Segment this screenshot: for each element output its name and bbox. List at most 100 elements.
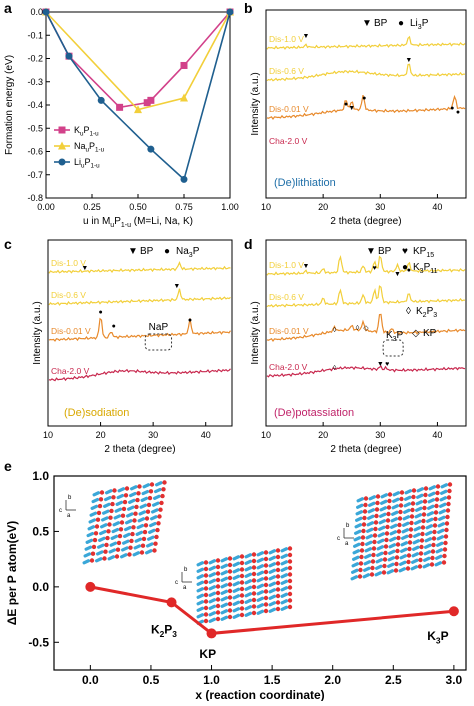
plot-frame — [47, 239, 233, 427]
panel-e: e 1.0 0.5 0.0 -0.5 0.0 0.5 1.0 1.5 2.0 2.5 3.0 x (r… — [0, 458, 474, 702]
series-line — [45, 11, 231, 109]
legend-kp-symbol: ◇ — [412, 328, 420, 339]
legend-k2p3: K2P3 — [416, 306, 437, 319]
legend-k3p11-symbol: ● — [402, 262, 408, 273]
x-tick-label: 20 — [96, 430, 106, 440]
y-tick-label: -0.8 — [27, 193, 43, 203]
plot-frame — [53, 475, 467, 671]
legend-li3p: Li3P — [410, 18, 429, 31]
x-tick-label: 20 — [318, 202, 328, 212]
xrd-pattern — [266, 365, 466, 378]
pattern-label: Dis-0.6 V — [269, 292, 304, 302]
y-tick-label: -0.7 — [27, 170, 43, 180]
legend-bp-symbol: ▼ — [366, 246, 376, 257]
x-tick-label: 1.0 — [203, 673, 220, 687]
data-point — [180, 93, 188, 102]
legend-kp: KP — [423, 328, 437, 339]
triad-2-a: a — [183, 585, 187, 591]
data-point — [143, 99, 151, 107]
peak-marker-na3p: ● — [188, 317, 192, 324]
legend-bp: BP — [378, 246, 392, 257]
y-tick-label: 0.0 — [30, 7, 43, 17]
legend-bp: BP — [140, 246, 154, 257]
y-axis-label: Intensity (a.u.) — [250, 72, 261, 135]
x-tick-label: 10 — [261, 430, 271, 440]
peak-marker-li3p: ● — [450, 105, 454, 112]
series-line — [45, 11, 231, 181]
data-point — [448, 606, 459, 617]
data-point — [180, 61, 188, 69]
point-label-kp: KP — [199, 647, 216, 661]
x-tick-label: 0.00 — [37, 202, 55, 212]
plot-frame — [265, 239, 467, 427]
peak-marker: ♥ — [372, 265, 376, 272]
x-tick-label: 0.25 — [83, 202, 101, 212]
k3p-crystal-structure — [350, 482, 453, 581]
x-tick-label: 30 — [375, 430, 385, 440]
x-tick-label: 0.50 — [129, 202, 147, 212]
data-point — [97, 96, 105, 104]
peak-marker: ◊ — [356, 325, 360, 332]
chart-c: 10 20 30 40 2 theta (degree) Intensity (a.u.)… — [32, 239, 233, 455]
xrd-pattern — [266, 285, 466, 308]
peak-marker-na3p: ● — [98, 309, 102, 316]
xrd-pattern — [266, 313, 466, 343]
data-point — [116, 103, 124, 111]
y-axis-label: Intensity (a.u.) — [250, 301, 261, 364]
y-tick-label: -0.1 — [27, 30, 43, 40]
peak-marker-bp: ▼ — [81, 265, 88, 272]
data-point — [206, 628, 217, 639]
pattern-label: Dis-0.01 V — [51, 326, 91, 336]
pattern-label: Dis-0.01 V — [269, 326, 309, 336]
k2p3-crystal-structure — [82, 480, 167, 565]
data-point — [42, 8, 50, 16]
legend-label: NauP1-u — [74, 141, 105, 154]
x-tick-label: 10 — [43, 430, 53, 440]
triad-1-a: a — [67, 513, 71, 519]
point-label-k3p: K3P — [427, 629, 448, 646]
peak-marker-li3p: ● — [362, 95, 366, 102]
x-tick-label: 40 — [432, 202, 442, 212]
panel-c: c 10 20 30 40 2 theta (degree) Intensity (a.u… — [0, 230, 240, 458]
data-point — [180, 175, 188, 183]
xrd-pattern — [266, 63, 466, 82]
x-tick-label: 20 — [318, 430, 328, 440]
triad-3-a: a — [345, 541, 349, 547]
y-axis-label: ΔE per P atom(eV) — [5, 521, 19, 625]
energy-path — [90, 585, 455, 635]
legend-kp15-symbol: ♥ — [402, 246, 408, 257]
triad-3-b: b — [346, 523, 350, 529]
chart-a: 0.0 -0.1 -0.2 -0.3 -0.4 -0.5 -0.6 -0.7 -0.80.00 0… — [4, 7, 239, 229]
panel-b: b 10 20 30 40 2 theta (degree) Intensity (a.u… — [240, 0, 474, 230]
y-tick-label: 0.0 — [32, 580, 49, 594]
legend-label: LiuP1-u — [74, 157, 100, 170]
peak-marker: ● — [407, 267, 411, 274]
peak-marker-li3p: ● — [456, 109, 460, 116]
annotation: (De)sodiation — [64, 407, 129, 419]
y-axis-label: Intensity (a.u.) — [32, 301, 43, 364]
x-tick-label: 40 — [432, 430, 442, 440]
plot-frame — [265, 9, 467, 199]
annotation: (De)potassiation — [274, 407, 354, 419]
x-tick-label: 30 — [375, 202, 385, 212]
x-tick-label: 10 — [261, 202, 271, 212]
xrd-pattern — [48, 288, 231, 306]
x-tick-label: 0.0 — [82, 673, 99, 687]
peak-marker-bp: ▼ — [303, 33, 310, 40]
legend-bp-symbol: ▼ — [128, 246, 138, 257]
triad-3-c: c — [337, 536, 340, 542]
data-point — [147, 96, 155, 104]
y-tick-label: -0.5 — [27, 123, 43, 133]
x-axis-label: 2 theta (degree) — [104, 444, 175, 455]
point-label-k2p3: K2P3 — [151, 622, 177, 639]
peak-marker: ▼ — [377, 361, 384, 368]
data-point — [134, 105, 142, 114]
x-axis-label: 2 theta (degree) — [330, 216, 401, 227]
y-tick-label: 1.0 — [32, 469, 49, 483]
peak-marker: ◊ — [333, 365, 337, 372]
peak-marker-bp: ▼ — [348, 105, 355, 112]
y-axis-label: Formation energy (eV) — [4, 55, 15, 155]
data-point — [85, 581, 96, 592]
legend-bp-symbol: ▼ — [362, 18, 372, 29]
xrd-pattern — [48, 317, 231, 342]
